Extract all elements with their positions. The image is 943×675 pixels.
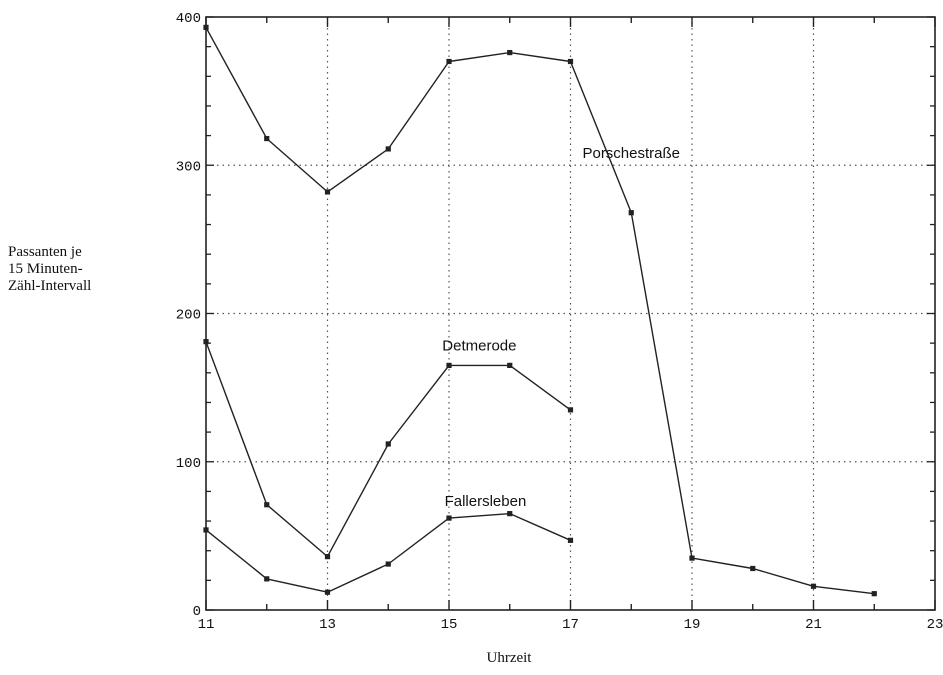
series-line-detmerode [205, 341, 571, 558]
data-point-porschestra-e-18 [628, 210, 634, 216]
y-tick-label-300: 300 [176, 159, 201, 175]
data-point-porschestra-e-13 [324, 189, 331, 195]
x-tick-label-15: 15 [441, 617, 458, 633]
grid-layer [206, 17, 935, 610]
data-point-fallersleben-15 [446, 515, 452, 521]
data-point-porschestra-e-17 [567, 58, 574, 65]
data-point-porschestra-e-22 [871, 591, 877, 597]
data-point-porschestra-e-19 [689, 555, 695, 561]
series-layer [203, 24, 877, 597]
x-tick-label-11: 11 [198, 617, 215, 633]
data-point-detmerode-16 [507, 362, 513, 368]
data-point-detmerode-11 [203, 339, 209, 345]
y-axis-label-line-1: Passanten je [8, 244, 82, 260]
series-label-porschestra-e: Porschestraße [582, 145, 680, 162]
data-point-fallersleben-16 [507, 511, 513, 517]
y-axis-label: Passanten je 15 Minuten- Zähl-Intervall [8, 244, 158, 295]
data-point-fallersleben-17 [567, 537, 574, 543]
x-tick-label-23: 23 [927, 617, 943, 633]
data-point-porschestra-e-20 [750, 565, 756, 572]
y-tick-label-100: 100 [176, 456, 201, 472]
data-point-porschestra-e-12 [264, 135, 270, 142]
x-tick-label-21: 21 [805, 617, 822, 633]
x-tick-label-13: 13 [319, 617, 336, 633]
series-labels: Porschestraße Detmerode Fallersleben [442, 145, 680, 510]
data-point-detmerode-13 [324, 554, 331, 560]
data-point-detmerode-14 [385, 441, 391, 447]
data-point-detmerode-17 [567, 407, 574, 413]
data-point-fallersleben-11 [203, 527, 209, 533]
data-point-fallersleben-13 [324, 589, 331, 595]
data-point-porschestra-e-21 [810, 583, 817, 589]
data-point-detmerode-15 [446, 362, 452, 368]
data-point-porschestra-e-14 [385, 146, 391, 152]
x-axis-label-container: Uhrzeit [0, 650, 943, 667]
y-tick-label-400: 400 [176, 11, 201, 27]
x-tick-label-19: 19 [684, 617, 701, 633]
series-line-fallersleben [205, 512, 571, 593]
data-point-porschestra-e-16 [507, 49, 513, 56]
tick-labels: 11 13 15 17 19 21 23 0 100 200 300 400 [176, 11, 943, 633]
y-tick-label-0: 0 [193, 604, 201, 620]
data-point-fallersleben-12 [264, 576, 270, 582]
series-label-detmerode: Detmerode [442, 338, 516, 355]
x-tick-label-17: 17 [562, 617, 579, 633]
x-axis-label: Uhrzeit [486, 650, 532, 666]
data-point-fallersleben-14 [385, 561, 391, 567]
series-label-fallersleben: Fallersleben [445, 493, 527, 510]
y-axis-label-line-2: 15 Minuten- [8, 261, 83, 277]
data-point-detmerode-12 [264, 502, 270, 508]
data-point-porschestra-e-15 [446, 58, 452, 65]
y-tick-label-200: 200 [176, 308, 201, 324]
series-line-porschestra-e [205, 27, 875, 595]
data-point-porschestra-e-11 [203, 24, 209, 30]
y-axis-label-line-3: Zähl-Intervall [8, 278, 92, 294]
